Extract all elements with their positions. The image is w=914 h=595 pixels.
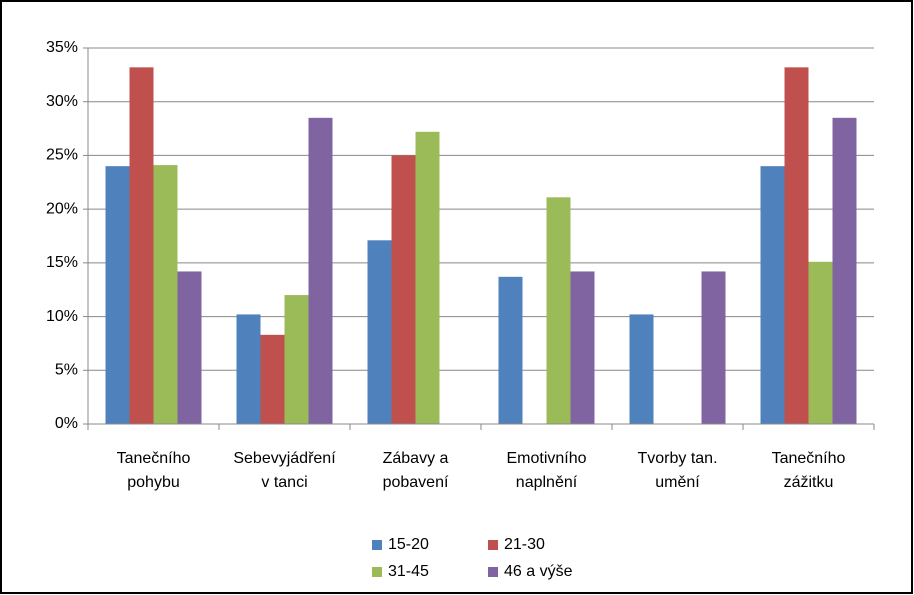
y-tick-label: 20% bbox=[46, 200, 78, 217]
x-tick-label: umění bbox=[655, 474, 700, 491]
bar bbox=[760, 166, 785, 424]
y-tick-label: 0% bbox=[55, 415, 78, 432]
x-tick-label: pobavení bbox=[383, 474, 449, 491]
y-tick-label: 5% bbox=[55, 362, 78, 379]
bar bbox=[784, 67, 809, 424]
bar bbox=[546, 197, 571, 424]
y-tick-label: 25% bbox=[46, 147, 78, 164]
bar bbox=[367, 240, 392, 424]
legend-label: 46 a výše bbox=[504, 563, 573, 580]
legend-swatch bbox=[488, 540, 498, 550]
legend-label: 31-45 bbox=[388, 563, 429, 580]
y-tick-label: 35% bbox=[46, 39, 78, 56]
legend-label: 15-20 bbox=[388, 536, 429, 553]
bar bbox=[808, 261, 833, 424]
x-tick-label: naplnění bbox=[516, 474, 578, 491]
x-tick-label: Zábavy a bbox=[383, 450, 449, 467]
y-tick-label: 15% bbox=[46, 254, 78, 271]
bar bbox=[284, 295, 309, 424]
bar bbox=[391, 155, 416, 424]
x-tick-label: Tvorby tan. bbox=[637, 450, 717, 467]
x-tick-label: Tanečního bbox=[117, 450, 191, 467]
y-tick-label: 30% bbox=[46, 93, 78, 110]
bar bbox=[260, 334, 285, 424]
x-tick-label: v tanci bbox=[261, 474, 307, 491]
legend-swatch bbox=[372, 567, 382, 577]
y-tick-label: 10% bbox=[46, 308, 78, 325]
bar bbox=[129, 67, 154, 424]
bar bbox=[153, 165, 178, 424]
legend-swatch bbox=[372, 540, 382, 550]
x-tick-label: zážitku bbox=[784, 474, 834, 491]
bar bbox=[629, 314, 654, 424]
x-tick-label: Emotivního bbox=[506, 450, 586, 467]
legend-swatch bbox=[488, 567, 498, 577]
bar bbox=[177, 271, 202, 424]
bar bbox=[415, 131, 440, 424]
bar bbox=[105, 166, 130, 424]
bar bbox=[701, 271, 726, 424]
x-tick-label: Sebevyjádření bbox=[233, 450, 336, 467]
bar bbox=[832, 117, 857, 424]
bar bbox=[308, 117, 333, 424]
x-tick-label: pohybu bbox=[127, 474, 180, 491]
bar bbox=[236, 314, 261, 424]
x-tick-label: Tanečního bbox=[772, 450, 846, 467]
bar bbox=[498, 276, 523, 424]
bar bbox=[570, 271, 595, 424]
legend-label: 21-30 bbox=[504, 536, 545, 553]
